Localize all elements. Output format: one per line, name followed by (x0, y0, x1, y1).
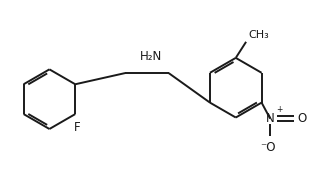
Text: F: F (74, 121, 81, 134)
Text: H₂N: H₂N (140, 50, 162, 63)
Text: O: O (298, 112, 307, 125)
Text: N: N (266, 112, 275, 125)
Text: +: + (276, 105, 282, 114)
Text: CH₃: CH₃ (248, 30, 269, 40)
Text: ⁻O: ⁻O (260, 141, 276, 154)
